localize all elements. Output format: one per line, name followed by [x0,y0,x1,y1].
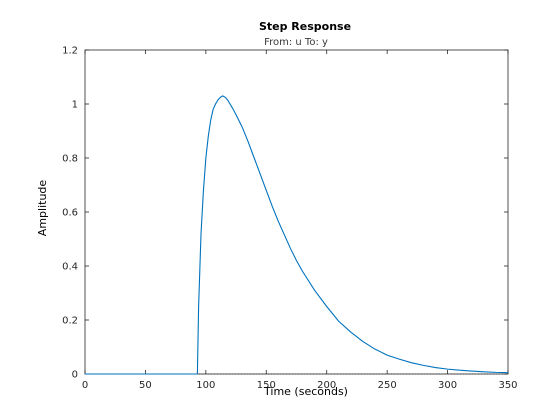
y-tick-label: 0.6 [62,208,78,219]
chart-title: Step Response [259,20,351,33]
y-tick-label: 1 [72,100,78,111]
y-axis-ticks: 0 0.2 0.4 0.6 0.8 1 1.2 [62,46,508,381]
x-axis-ticks: 0 50 100 150 200 250 300 350 [82,50,518,391]
series-line-step-response [85,95,509,375]
plot-area [84,49,509,375]
y-tick-label: 0.8 [62,154,78,165]
x-axis-label: Time (seconds) [263,385,348,398]
x-tick-label: 0 [82,380,88,391]
y-tick-label: 0.4 [62,262,78,273]
x-tick-label: 50 [139,380,152,391]
y-axis-label: Amplitude [36,180,49,237]
x-tick-label: 150 [257,380,276,391]
x-tick-label: 300 [438,380,457,391]
x-tick-label: 250 [378,380,397,391]
chart-subtitle: From: u To: y [264,37,328,48]
y-tick-label: 0.2 [62,316,78,327]
x-tick-label: 350 [498,380,517,391]
x-tick-label: 100 [196,380,215,391]
y-tick-label: 0 [72,370,78,381]
y-tick-label: 1.2 [62,46,78,57]
x-tick-label: 200 [317,380,336,391]
